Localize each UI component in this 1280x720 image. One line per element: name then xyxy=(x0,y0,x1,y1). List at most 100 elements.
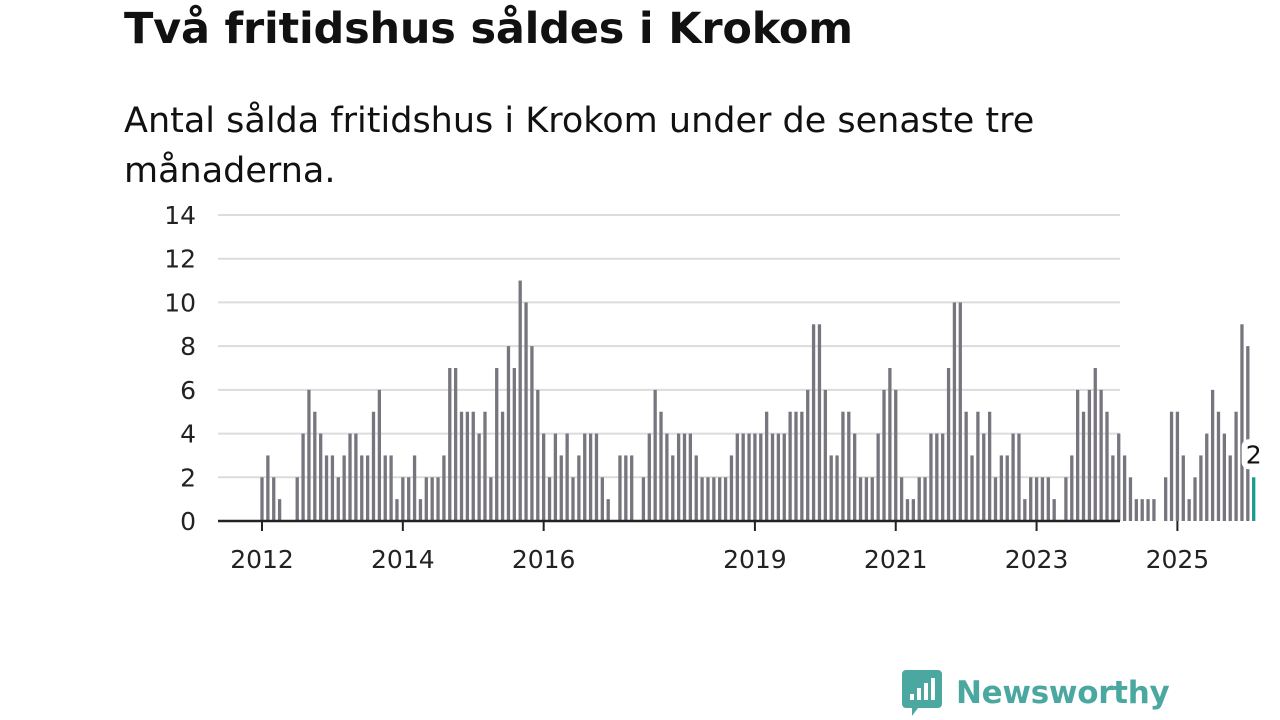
bar xyxy=(853,433,857,521)
bar xyxy=(911,499,915,521)
bar xyxy=(559,455,563,521)
bar xyxy=(524,302,528,521)
bar xyxy=(324,455,329,521)
bar xyxy=(923,477,927,521)
bar xyxy=(1181,455,1185,521)
x-tick-label: 2016 xyxy=(512,545,576,574)
bar xyxy=(571,477,575,521)
bar xyxy=(941,433,945,521)
bar xyxy=(729,455,734,521)
x-tick-label: 2019 xyxy=(723,545,787,574)
bar xyxy=(958,302,962,521)
bar xyxy=(753,433,757,521)
bar xyxy=(565,433,569,521)
bar xyxy=(272,477,276,521)
bar xyxy=(929,433,933,521)
bar xyxy=(547,477,552,521)
bar xyxy=(870,477,874,521)
x-tick-label: 2014 xyxy=(371,545,435,574)
x-tick-label: 2021 xyxy=(864,545,928,574)
bar xyxy=(577,455,581,521)
bar xyxy=(694,455,698,521)
bar xyxy=(459,411,464,521)
bar xyxy=(935,433,939,521)
bar xyxy=(330,455,335,521)
bar xyxy=(993,477,998,521)
bar xyxy=(1175,411,1180,521)
logo-text: Newsworthy xyxy=(956,675,1170,711)
bar xyxy=(360,455,364,521)
bar xyxy=(1187,499,1191,521)
bar xyxy=(946,368,951,521)
bar xyxy=(401,477,405,521)
bar xyxy=(718,477,722,521)
bar xyxy=(835,455,839,521)
bar xyxy=(864,477,869,521)
bar xyxy=(277,499,282,521)
bar xyxy=(706,477,710,521)
bar xyxy=(618,455,622,521)
bar xyxy=(483,411,487,521)
bar xyxy=(905,499,910,521)
bar xyxy=(982,433,986,521)
x-axis-ticks: 2012 2014 2016 2019 2021 2023 2025 xyxy=(230,521,1209,574)
y-tick-label: 4 xyxy=(180,420,196,449)
bar xyxy=(1064,477,1068,521)
bar xyxy=(964,411,968,521)
bar xyxy=(1046,477,1050,521)
x-tick-label: 2023 xyxy=(1005,545,1069,574)
bar xyxy=(712,477,716,521)
bar xyxy=(495,368,499,521)
bar xyxy=(952,302,957,521)
bar xyxy=(530,346,534,521)
bar xyxy=(407,477,411,521)
bar xyxy=(512,368,516,521)
bar xyxy=(471,411,475,521)
bar xyxy=(1128,477,1133,521)
bar xyxy=(465,411,470,521)
bar xyxy=(365,455,370,521)
y-tick-label: 14 xyxy=(164,201,196,230)
highlight-label-bg xyxy=(1241,439,1266,470)
bar xyxy=(647,433,651,521)
bar xyxy=(1164,477,1168,521)
bar xyxy=(659,411,663,521)
bar xyxy=(1040,477,1045,521)
bar xyxy=(307,389,311,521)
bar xyxy=(917,477,921,521)
bar xyxy=(436,477,440,521)
bar xyxy=(489,477,493,521)
bar xyxy=(313,411,317,521)
bar xyxy=(817,324,822,521)
bar xyxy=(811,324,816,521)
bar xyxy=(882,389,886,521)
bar xyxy=(800,411,804,521)
bar xyxy=(876,433,880,521)
bar xyxy=(336,477,340,521)
bar xyxy=(389,455,393,521)
bar xyxy=(1017,433,1021,521)
bar xyxy=(987,411,992,521)
bar xyxy=(1169,411,1174,521)
bar xyxy=(1140,499,1144,521)
bar xyxy=(1034,477,1039,521)
bar xyxy=(430,477,434,521)
chart-title: Två fritidshus såldes i Krokom xyxy=(124,4,853,54)
newsworthy-logo: Newsworthy xyxy=(902,670,1170,716)
bar xyxy=(606,499,610,521)
bar xyxy=(788,411,792,521)
bar xyxy=(829,455,833,521)
bar xyxy=(1222,433,1226,521)
bar xyxy=(1099,389,1103,521)
bar xyxy=(841,411,845,521)
bar xyxy=(630,455,634,521)
bar xyxy=(759,433,763,521)
bar-chart: 0 2 4 6 8 10 12 14 2012 2014 2016 2019 2021 2023 2025… xyxy=(164,201,1266,574)
bar xyxy=(453,368,458,521)
bar xyxy=(1205,433,1209,521)
bar xyxy=(682,433,687,521)
bar xyxy=(858,477,863,521)
y-tick-label: 2 xyxy=(180,463,196,492)
bar xyxy=(1146,499,1150,521)
bar xyxy=(1076,389,1080,521)
